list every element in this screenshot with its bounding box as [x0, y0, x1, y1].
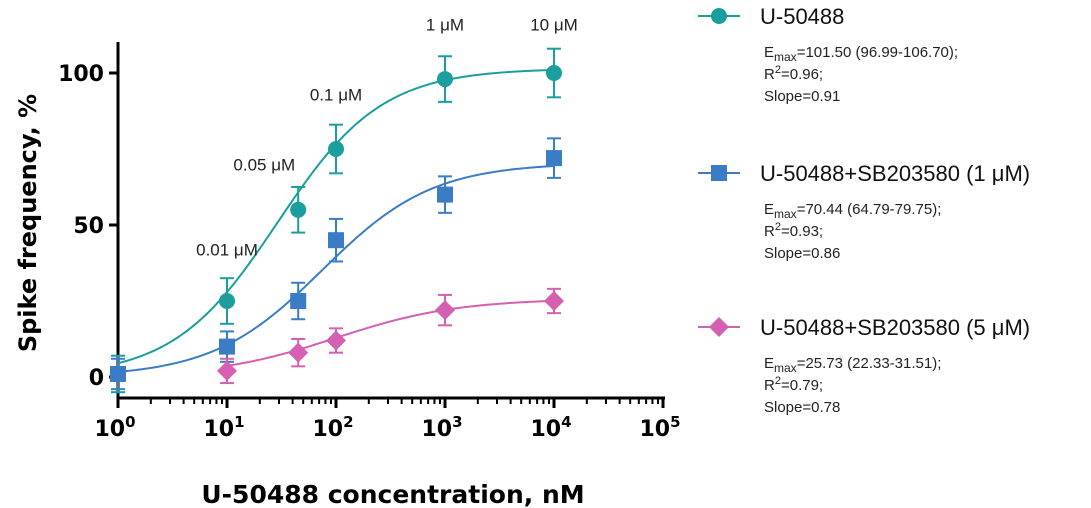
legend-marker [711, 165, 727, 181]
legend-r2: R2=0.96; [764, 64, 823, 83]
legend-emax: Emax=101.50 (96.99-106.70); [764, 44, 958, 64]
legend-series-name: U-50488 [760, 4, 844, 29]
data-point [326, 330, 346, 351]
y-tick-label: 0 [89, 366, 104, 391]
data-point [219, 338, 235, 355]
legend-entry: U-50488+SB203580 (1 μM) Emax=70.44 (64.79… [698, 161, 1030, 262]
legend-marker [709, 317, 729, 337]
legend-slope: Slope=0.78 [764, 399, 840, 416]
legend-slope: Slope=0.86 [764, 245, 840, 262]
data-point [435, 300, 455, 321]
data-point [290, 201, 307, 218]
legend-series-name: U-50488+SB203580 (1 μM) [760, 161, 1030, 186]
data-point [217, 360, 237, 381]
data-point [219, 293, 235, 309]
legend-entry: U-50488 Emax=101.50 (96.99-106.70);R2=0.9… [698, 4, 958, 105]
x-tick-label: 103 [421, 413, 462, 442]
legend-emax: Emax=70.44 (64.79-79.75); [764, 201, 941, 221]
x-axis-title: U-50488 concentration, nM [201, 480, 584, 508]
data-point [110, 365, 126, 382]
plot-area: 0 50 100 100 101 102 103 104 105 0.01 μM 0.05 μM 0.… [58, 15, 680, 442]
x-tick-label: 105 [639, 413, 680, 442]
data-point [437, 71, 453, 88]
legend-r2: R2=0.79; [764, 375, 823, 394]
data-point [546, 150, 562, 167]
legend-slope: Slope=0.91 [764, 88, 840, 105]
x-tick-label: 102 [312, 413, 353, 442]
concentration-annotation: 0.01 μM [196, 240, 258, 259]
y-tick-label: 50 [73, 214, 104, 239]
legend-series-name: U-50488+SB203580 (5 μM) [760, 315, 1030, 340]
data-point [544, 291, 564, 311]
fit-curve [117, 68, 555, 365]
y-axis-title: Spike frequency, % [14, 94, 42, 352]
y-tick-label: 100 [58, 62, 104, 87]
data-point [290, 293, 307, 309]
legend-marker [711, 8, 727, 24]
x-tick-label: 100 [94, 413, 135, 442]
data-point [546, 65, 562, 81]
fit-curve [226, 299, 555, 367]
concentration-annotation: 10 μM [530, 15, 578, 34]
x-tick-label: 101 [203, 413, 244, 442]
concentration-annotation: 1 μM [426, 15, 464, 34]
data-point [288, 342, 309, 363]
x-tick-label: 104 [530, 413, 571, 442]
concentration-annotation: 0.05 μM [233, 155, 295, 174]
legend-emax: Emax=25.73 (22.33-31.51); [764, 355, 941, 375]
legend-r2: R2=0.93; [764, 221, 823, 240]
data-point [328, 232, 344, 249]
data-point [328, 141, 344, 157]
legend-entry: U-50488+SB203580 (5 μM) Emax=25.73 (22.33… [698, 315, 1030, 416]
concentration-annotation: 0.1 μM [310, 85, 362, 104]
data-point [437, 186, 453, 203]
